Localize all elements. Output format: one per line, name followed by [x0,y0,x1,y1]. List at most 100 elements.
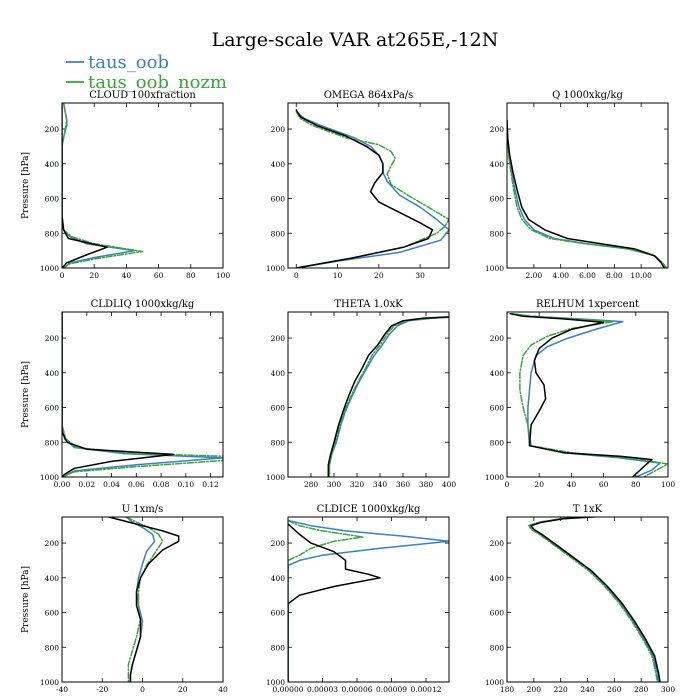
panel-title: OMEGA 864xPa/s [324,90,414,101]
plot-frame [506,102,669,269]
x-tick-label: 280 [304,480,319,489]
x-tick-label: 200 [527,685,542,694]
x-tick-label: 0.00006 [341,685,372,694]
series-line-black [509,312,653,477]
series-line-black [62,103,108,268]
series-line-black [327,316,449,477]
series-line-black [295,109,434,268]
x-tick-label: 240 [580,685,595,694]
series-line-taus-oob-nozm [125,517,164,682]
x-tick-label: 60 [154,271,164,280]
y-tick-label: 200 [45,539,60,548]
x-tick-label: 40 [218,685,228,694]
series-group [295,109,449,268]
x-tick-label: 0.04 [103,480,120,489]
series-line-taus-oob-nozm [288,519,364,682]
series-group [327,316,449,477]
x-tick-label: 100 [661,480,676,489]
y-tick-label: 800 [271,229,286,238]
y-axis-label: Pressure [hPa] [21,566,31,633]
y-tick-label: 1000 [40,678,59,687]
x-tick-label: 260 [607,685,622,694]
y-tick-label: 400 [490,369,505,378]
y-tick-label: 400 [45,369,60,378]
plot-frame [506,311,669,478]
series-group [62,312,223,477]
series-line-taus-oob [288,519,449,682]
x-tick-label: 0 [505,480,510,489]
y-tick-label: 400 [45,160,60,169]
plot-frame [61,311,224,478]
panel-title: U 1xm/s [122,504,164,515]
x-tick-label: 360 [396,480,411,489]
y-tick-label: 600 [490,609,505,618]
y-tick-label: 200 [45,334,60,343]
x-tick-label: 0.00000 [272,685,303,694]
series-line-black [62,312,175,477]
plot-frame [287,311,450,478]
x-tick-label: 40 [122,271,132,280]
y-tick-label: 800 [45,643,60,652]
plot-frame [506,516,669,683]
y-tick-label: 400 [271,574,286,583]
x-tick-label: 400 [442,480,457,489]
y-tick-label: 600 [45,404,60,413]
y-tick-label: 600 [271,195,286,204]
x-tick-label: 8.00 [606,271,623,280]
y-axis-label: Pressure [hPa] [21,361,31,428]
y-tick-label: 200 [490,125,505,134]
y-tick-label: 600 [45,609,60,618]
y-tick-label: 600 [271,404,286,413]
x-tick-label: 340 [373,480,388,489]
y-tick-label: 400 [45,574,60,583]
panel-1: OMEGA 864xPa/s 200 400 600 800 1000 0 10 20 30 [266,90,450,280]
x-tick-label: 20 [374,271,384,280]
panel-title: CLOUD 100xfraction [89,90,196,101]
series-line-black [530,517,661,682]
x-tick-label: 0.00003 [307,685,338,694]
y-tick-label: 400 [490,160,505,169]
y-tick-label: 400 [490,574,505,583]
figure-title: Large-scale VAR at265E,-12N [212,29,499,51]
series-group [527,517,661,682]
y-tick-label: 800 [45,438,60,447]
x-tick-label: 0.10 [177,480,194,489]
y-tick-label: 400 [271,160,286,169]
panel-2: Q 1000xkg/kg 200 400 600 800 1000 2.00 4.00 6.00… [485,90,669,280]
x-tick-label: 0.06 [128,480,145,489]
series-line-taus-oob-nozm [507,119,668,268]
y-tick-label: 800 [45,229,60,238]
plot-frame [61,516,224,683]
x-tick-label: 0.12 [202,480,219,489]
series-line-black [105,517,180,682]
x-tick-label: 100 [216,271,231,280]
series-line-taus-oob-nozm [511,312,668,477]
x-tick-label: 40 [567,480,577,489]
series-line-black [507,119,665,268]
series-group [105,517,180,682]
x-tick-label: 4.00 [552,271,569,280]
panel-title: RELHUM 1xpercent [536,299,639,310]
x-tick-label: 300 [661,685,676,694]
series-line-taus-oob [295,110,449,268]
y-tick-label: 1000 [485,264,504,273]
x-tick-label: 320 [350,480,365,489]
x-tick-label: 220 [554,685,569,694]
series-line-taus-oob-nozm [62,312,223,477]
series-line-taus-oob-nozm [527,517,659,682]
panel-title: T 1xK [573,504,603,515]
x-tick-label: 0 [294,271,299,280]
panel-7: CLDICE 1000xkg/kg 200 400 600 800 10000.00000… [266,504,450,694]
plot-frame [61,102,224,269]
y-tick-label: 800 [490,643,505,652]
y-tick-label: 1000 [266,678,285,687]
x-tick-label: 280 [634,685,649,694]
panel-title: CLDICE 1000xkg/kg [317,504,421,515]
x-tick-label: 380 [419,480,434,489]
x-tick-label: 10 [333,271,343,280]
y-tick-label: 200 [490,334,505,343]
y-tick-label: 600 [490,195,505,204]
series-line-taus-oob [62,103,136,268]
legend: taus_oob taus_oob_nozm [66,52,227,93]
